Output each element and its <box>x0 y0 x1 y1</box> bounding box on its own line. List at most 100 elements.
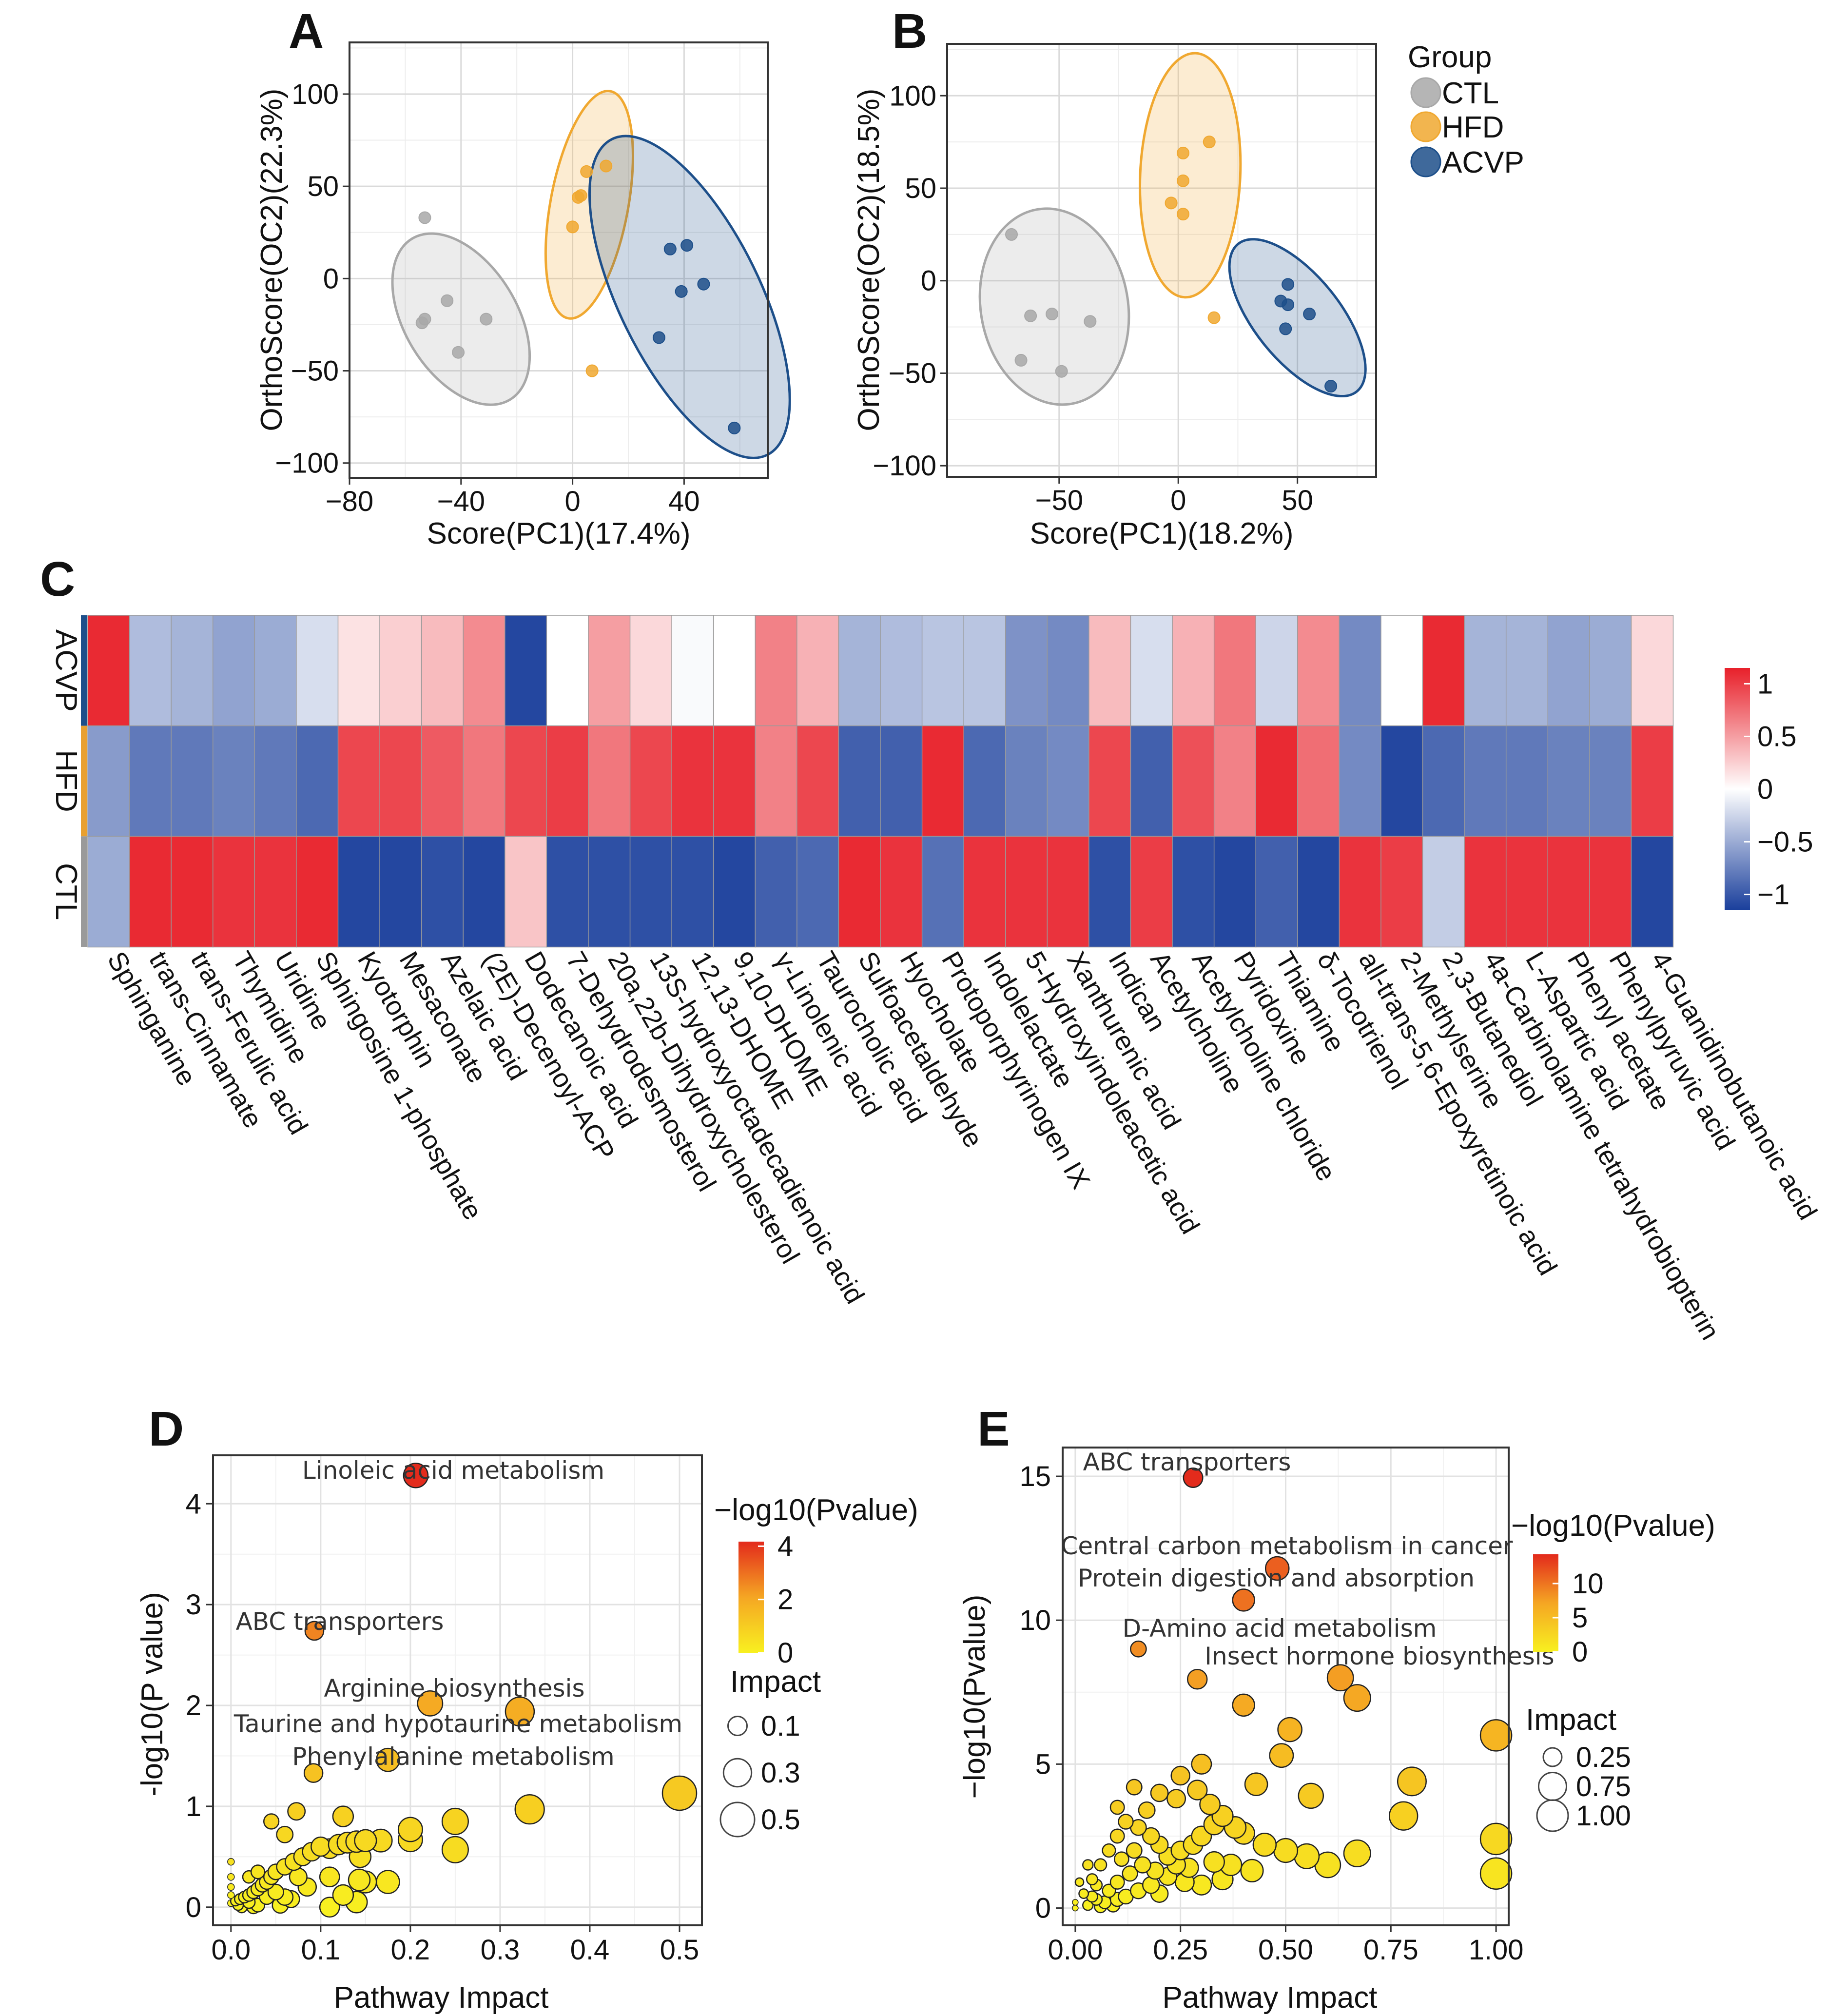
heatmap-cell <box>337 836 381 948</box>
panel-e-pathway-bubble <box>1142 1827 1160 1845</box>
heatmap-cell <box>1255 615 1299 726</box>
panel-a-point-hfd <box>580 165 593 178</box>
heatmap-cell <box>629 836 673 948</box>
heatmap-cell <box>1339 725 1382 837</box>
heatmap-cell <box>1631 615 1674 726</box>
heatmap-cell <box>1464 836 1507 948</box>
heatmap-cell <box>1339 836 1382 948</box>
panel-e-pathway-bubble <box>1118 1814 1134 1830</box>
heatmap-cell <box>880 725 923 837</box>
panel-e-pathway-bubble <box>1294 1843 1320 1869</box>
panel-b-point-acvp <box>1282 278 1295 291</box>
panel-d-frame <box>212 1454 703 1926</box>
panel-e-pathway-bubble <box>1134 1856 1151 1874</box>
heatmap-cell <box>713 725 756 837</box>
panel-b-ellipse-hfd <box>1139 52 1242 299</box>
heatmap-cell <box>1297 836 1340 948</box>
panel-b-point-hfd <box>1177 146 1189 159</box>
heatmap-cell <box>1005 725 1048 837</box>
heatmap-cell <box>755 615 798 726</box>
panel-a-ytick-label: −50 <box>291 355 339 387</box>
heatmap-cell <box>1213 725 1257 837</box>
panel-e-pathway-bubble <box>1277 1717 1302 1742</box>
panel-d-size-legend-circle <box>722 1758 753 1788</box>
panel-a-ytick-label: 50 <box>307 171 339 202</box>
heatmap-cell <box>838 836 881 948</box>
panel-a-xlabel: Score(PC1)(17.4%) <box>427 517 691 550</box>
heatmap-cell <box>463 725 506 837</box>
legend-acvp-label: ACVP <box>1442 146 1524 179</box>
heatmap-cell <box>588 725 631 837</box>
panel-b-ytick-label: 0 <box>921 265 936 297</box>
heatmap-cell <box>1130 725 1173 837</box>
panel-e-pathway-bubble <box>1232 1693 1255 1717</box>
panel-e-size-legend-label: 0.25 <box>1576 1742 1631 1773</box>
heatmap-cell <box>1631 725 1674 837</box>
panel-d-pathway-annotation: Phenylalanine metabolism <box>292 1742 614 1771</box>
legend-ctl-swatch <box>1410 77 1441 108</box>
heatmap-row-label-ctl: CTL <box>49 863 83 920</box>
panel-b-point-acvp <box>1324 380 1338 393</box>
panel-b-ytick-label: 100 <box>889 80 936 112</box>
panel-d-pathway-bubble <box>303 1763 324 1783</box>
panel-d-pathway-bubble <box>514 1794 545 1825</box>
panel-a-xtick-label: −80 <box>326 486 373 517</box>
panel-e-pathway-bubble <box>1109 1828 1125 1844</box>
heatmap-cell <box>1255 725 1299 837</box>
heatmap-cell <box>87 836 130 948</box>
panel-e-pathway-bubble <box>1269 1743 1294 1768</box>
panel-d-pathway-bubble <box>376 1747 400 1772</box>
panel-d-pathway-annotation: Linoleic acid metabolism <box>302 1456 604 1485</box>
heatmap-colorbar-label: 0 <box>1757 774 1773 805</box>
heatmap-cell <box>1422 836 1465 948</box>
panel-d-color-legend-title: −log10(Pvalue) <box>714 1493 918 1527</box>
heatmap-cell <box>629 725 673 837</box>
heatmap-cell <box>254 615 297 726</box>
panel-e-pathway-bubble <box>1388 1801 1419 1831</box>
panel-b-point-hfd <box>1177 208 1189 221</box>
heatmap-cell <box>1130 836 1173 948</box>
panel-d-pathway-bubble <box>376 1870 400 1894</box>
panel-d-pathway-annotation: Taurine and hypotaurine metabolism <box>233 1710 682 1738</box>
panel-b-ytick-label: −100 <box>873 450 936 482</box>
panel-d-plot: 0.0 0.1 0.2 0.3 0.4 0.5 0 1 2 3 4 Linoleic acid me… <box>136 1454 918 2015</box>
heatmap-cell <box>1172 836 1215 948</box>
heatmap-cell <box>1047 836 1090 948</box>
heatmap-cell <box>1380 725 1423 837</box>
panel-a-ylabel: OrthoScore(OC2)(22.3%) <box>255 89 289 431</box>
panel-a-point-acvp <box>675 285 688 298</box>
panel-d-pathway-bubble <box>304 1621 325 1641</box>
panel-e-size-legend-circle <box>1536 1799 1569 1832</box>
heatmap-cell <box>129 836 172 948</box>
panel-e-pathway-bubble <box>1130 1640 1147 1658</box>
panel-e-colorbar <box>1533 1554 1558 1652</box>
panel-a-point-acvp <box>697 277 710 291</box>
heatmap-cell <box>1047 725 1090 837</box>
heatmap-cell <box>1213 615 1257 726</box>
legend-ctl-label: CTL <box>1442 77 1499 110</box>
panel-d-pathway-bubble <box>250 1864 266 1879</box>
panel-e-pathway-bubble <box>1102 1843 1116 1858</box>
panel-e-pathway-bubble <box>1232 1588 1255 1612</box>
panel-a-xtick-label: −40 <box>437 486 485 517</box>
panel-b-point-hfd <box>1177 174 1189 187</box>
heatmap-cell <box>1464 615 1507 726</box>
panel-d-pathway-annotation: ABC transporters <box>236 1607 444 1636</box>
panel-d-pathway-bubble <box>276 1825 294 1843</box>
panel-a-point-ctl <box>480 313 493 326</box>
heatmap-cell <box>463 836 506 948</box>
panel-a-plot: −80 −40 0 40 −100 −50 0 50 100 Score(PC1)(17.4%)… <box>255 41 791 550</box>
panel-d-pathway-bubble <box>332 1805 354 1827</box>
panel-b-point-ctl <box>1005 228 1018 241</box>
panel-d-pathway-bubble <box>227 1873 235 1881</box>
panel-label-a: A <box>289 4 324 59</box>
panel-e-pathway-bubble <box>1343 1839 1371 1867</box>
heatmap-cell <box>880 836 923 948</box>
heatmap-cell <box>671 725 714 837</box>
panel-b-plot: −50 0 50 −100 −50 0 50 100 Score(PC1)(18.2%) Or… <box>852 43 1377 550</box>
heatmap-cell <box>129 725 172 837</box>
panel-d-colorbar-label: 0 <box>777 1637 793 1669</box>
heatmap-cell <box>588 836 631 948</box>
heatmap-cell <box>379 836 422 948</box>
heatmap-cell <box>797 836 839 948</box>
